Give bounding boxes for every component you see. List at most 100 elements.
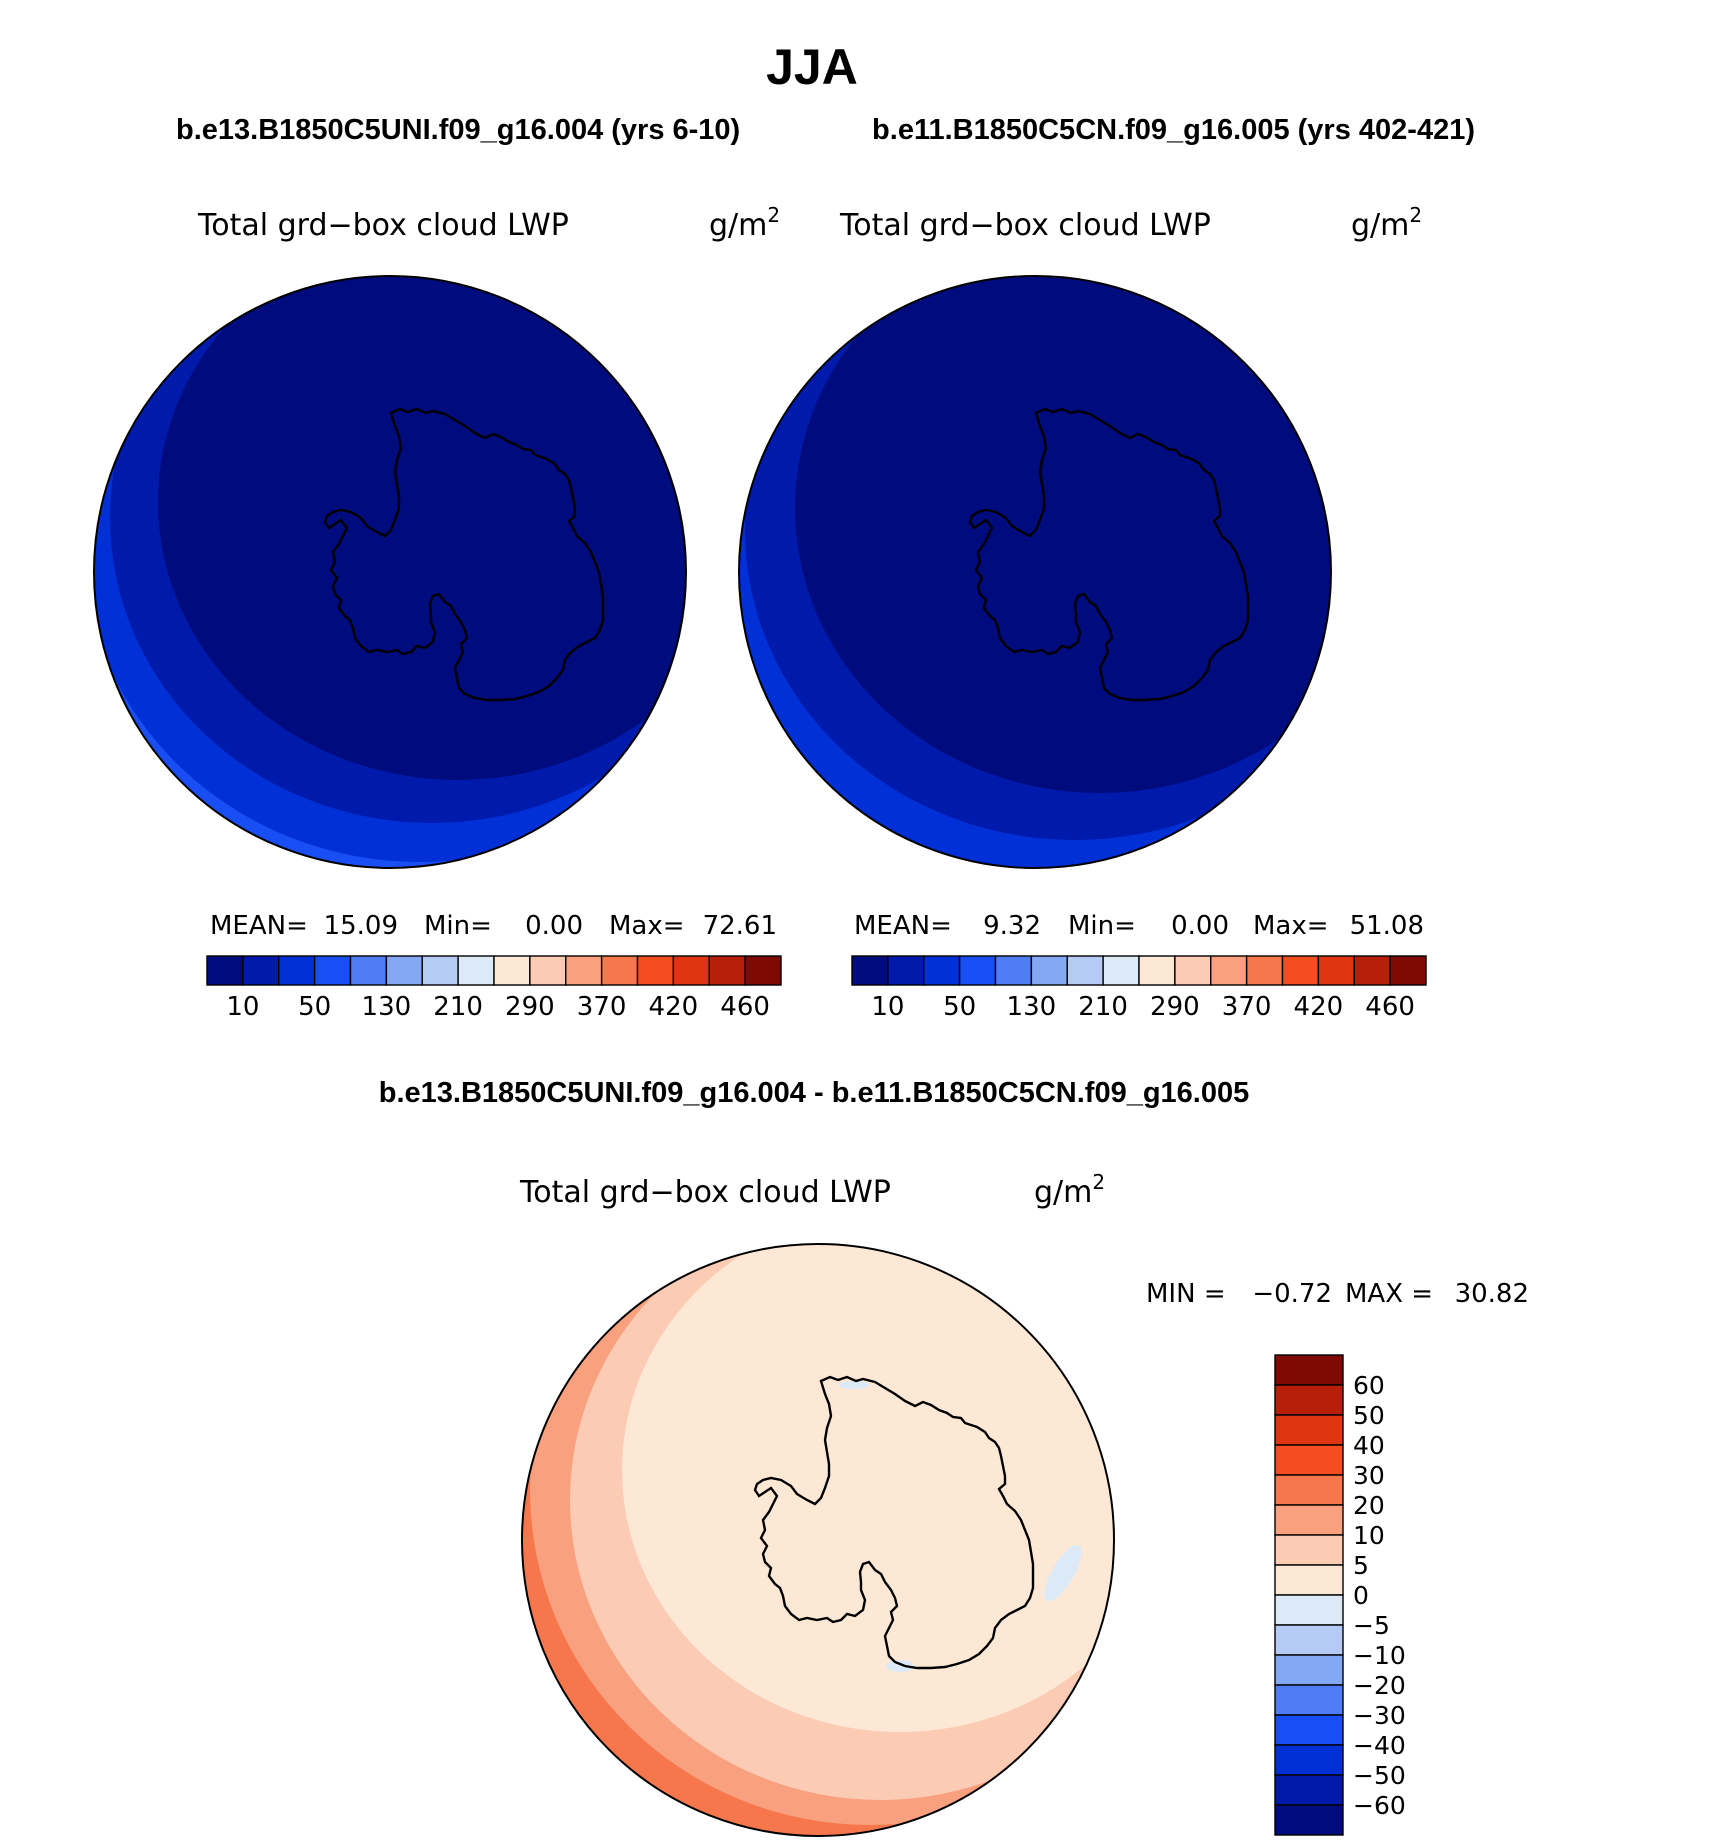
colorbar-box bbox=[565, 955, 603, 986]
right-max-label: Max= bbox=[1253, 911, 1329, 941]
colorbar-box bbox=[1174, 955, 1212, 986]
colorbar-box bbox=[457, 955, 495, 986]
colorbar-box bbox=[1274, 1504, 1344, 1536]
colorbar-tick-label: 420 bbox=[649, 992, 699, 1022]
colorbar-box bbox=[1210, 955, 1248, 986]
right-variable-label: Total grd−box cloud LWP bbox=[839, 208, 1211, 243]
diff-negative-patch bbox=[886, 1660, 914, 1672]
colorbar-box bbox=[1274, 1444, 1344, 1476]
colorbar-tick-label: 30 bbox=[1353, 1461, 1385, 1490]
diff-negative-patch bbox=[1044, 1544, 1082, 1602]
left-variable-label: Total grd−box cloud LWP bbox=[197, 208, 569, 243]
diff-map-edge bbox=[521, 1243, 1115, 1837]
colorbar-tick-label: −5 bbox=[1353, 1611, 1390, 1640]
colorbar-box bbox=[1274, 1804, 1344, 1836]
left-mean-label: MEAN= bbox=[210, 911, 308, 941]
colorbar-tick-label: 370 bbox=[1222, 992, 1272, 1022]
right-map-field bbox=[739, 276, 1331, 868]
colorbar-tick-label: 210 bbox=[1078, 992, 1128, 1022]
left-min-value: 0.00 bbox=[525, 911, 583, 941]
colorbar-tick-label: 50 bbox=[298, 992, 331, 1022]
left-case-title: b.e13.B1850C5UNI.f09_g16.004 (yrs 6-10) bbox=[176, 114, 740, 146]
colorbar-box bbox=[923, 955, 961, 986]
right-colorbar: 10 50 130 210 290 370 420 460 bbox=[851, 955, 1427, 1022]
right-min-value: 0.00 bbox=[1171, 911, 1229, 941]
colorbar-box bbox=[1274, 1384, 1344, 1416]
colorbar-tick-label: −30 bbox=[1353, 1701, 1406, 1730]
right-panel: Total grd−box cloud LWP g/m2 MEAN= 9.32 … bbox=[738, 203, 1427, 1022]
colorbar-box bbox=[851, 955, 889, 986]
colorbar-box bbox=[958, 955, 997, 986]
colorbar-box bbox=[636, 955, 675, 986]
colorbar-tick-label: 0 bbox=[1353, 1581, 1369, 1610]
colorbar-box bbox=[994, 955, 1033, 986]
colorbar-box bbox=[1389, 955, 1427, 986]
colorbar-tick-label: 50 bbox=[943, 992, 976, 1022]
colorbar-tick-label: −10 bbox=[1353, 1641, 1406, 1670]
colorbar-tick-label: 40 bbox=[1353, 1431, 1385, 1460]
diff-map-field bbox=[522, 1244, 1114, 1836]
colorbar-box bbox=[1245, 955, 1284, 986]
colorbar-tick-label: 130 bbox=[1007, 992, 1057, 1022]
colorbar-box bbox=[278, 955, 316, 986]
left-map-edge bbox=[93, 275, 687, 869]
colorbar-tick-label: 420 bbox=[1294, 992, 1344, 1022]
colorbar-tick-label: 10 bbox=[226, 992, 259, 1022]
colorbar-box bbox=[1274, 1414, 1344, 1446]
left-max-value: 72.61 bbox=[703, 911, 777, 941]
colorbar-tick-label: 370 bbox=[577, 992, 627, 1022]
colorbar-box bbox=[1274, 1654, 1344, 1686]
colorbar-box bbox=[1274, 1534, 1344, 1566]
colorbar-box bbox=[1274, 1474, 1344, 1506]
diff-min-value: −0.72 bbox=[1252, 1279, 1332, 1309]
colorbar-tick-label: 60 bbox=[1353, 1371, 1385, 1400]
left-min-label: Min= bbox=[424, 911, 492, 941]
colorbar-box bbox=[206, 955, 244, 986]
colorbar-tick-label: 5 bbox=[1353, 1551, 1369, 1580]
right-map-edge bbox=[738, 275, 1332, 869]
left-units-label: g/m2 bbox=[709, 203, 780, 243]
colorbar-box bbox=[744, 955, 782, 986]
diff-units-label: g/m2 bbox=[1034, 1170, 1105, 1210]
colorbar-tick-label: 210 bbox=[433, 992, 483, 1022]
colorbar-box bbox=[1353, 955, 1391, 986]
colorbar-box bbox=[313, 955, 352, 986]
left-colorbar: 10 50 130 210 290 370 420 460 bbox=[206, 955, 782, 1022]
right-max-value: 51.08 bbox=[1350, 911, 1424, 941]
colorbar-tick-label: 290 bbox=[505, 992, 555, 1022]
colorbar-box bbox=[887, 955, 925, 986]
diff-negative-patch bbox=[838, 1381, 870, 1389]
colorbar-box bbox=[1274, 1594, 1344, 1626]
left-max-label: Max= bbox=[609, 911, 685, 941]
left-map-field bbox=[94, 276, 686, 868]
colorbar-tick-label: 460 bbox=[720, 992, 770, 1022]
colorbar-box bbox=[1066, 955, 1104, 986]
diff-min-label: MIN = bbox=[1146, 1279, 1226, 1309]
colorbar-box bbox=[1274, 1354, 1344, 1386]
colorbar-box bbox=[1030, 955, 1068, 986]
colorbar-box bbox=[421, 955, 459, 986]
colorbar-box bbox=[385, 955, 423, 986]
colorbar-box bbox=[600, 955, 639, 986]
main-title: JJA bbox=[766, 39, 858, 95]
right-mean-value: 9.32 bbox=[983, 911, 1041, 941]
left-panel: Total grd−box cloud LWP g/m2 MEAN= 15.09… bbox=[93, 203, 782, 1022]
colorbar-tick-label: 50 bbox=[1353, 1401, 1385, 1430]
colorbar-box bbox=[1274, 1774, 1344, 1806]
colorbar-tick-label: 290 bbox=[1150, 992, 1200, 1022]
diff-variable-label: Total grd−box cloud LWP bbox=[519, 1175, 891, 1210]
colorbar-box bbox=[708, 955, 746, 986]
colorbar-tick-label: 10 bbox=[871, 992, 904, 1022]
colorbar-box bbox=[1138, 955, 1176, 986]
left-mean-value: 15.09 bbox=[324, 911, 398, 941]
colorbar-box bbox=[1281, 955, 1320, 986]
colorbar-tick-label: 20 bbox=[1353, 1491, 1385, 1520]
colorbar-tick-label: −50 bbox=[1353, 1761, 1406, 1790]
colorbar-box bbox=[1102, 955, 1140, 986]
diff-contour-0-5 bbox=[622, 1244, 1114, 1732]
colorbar-box bbox=[672, 955, 710, 986]
right-mean-label: MEAN= bbox=[854, 911, 952, 941]
right-min-label: Min= bbox=[1068, 911, 1136, 941]
